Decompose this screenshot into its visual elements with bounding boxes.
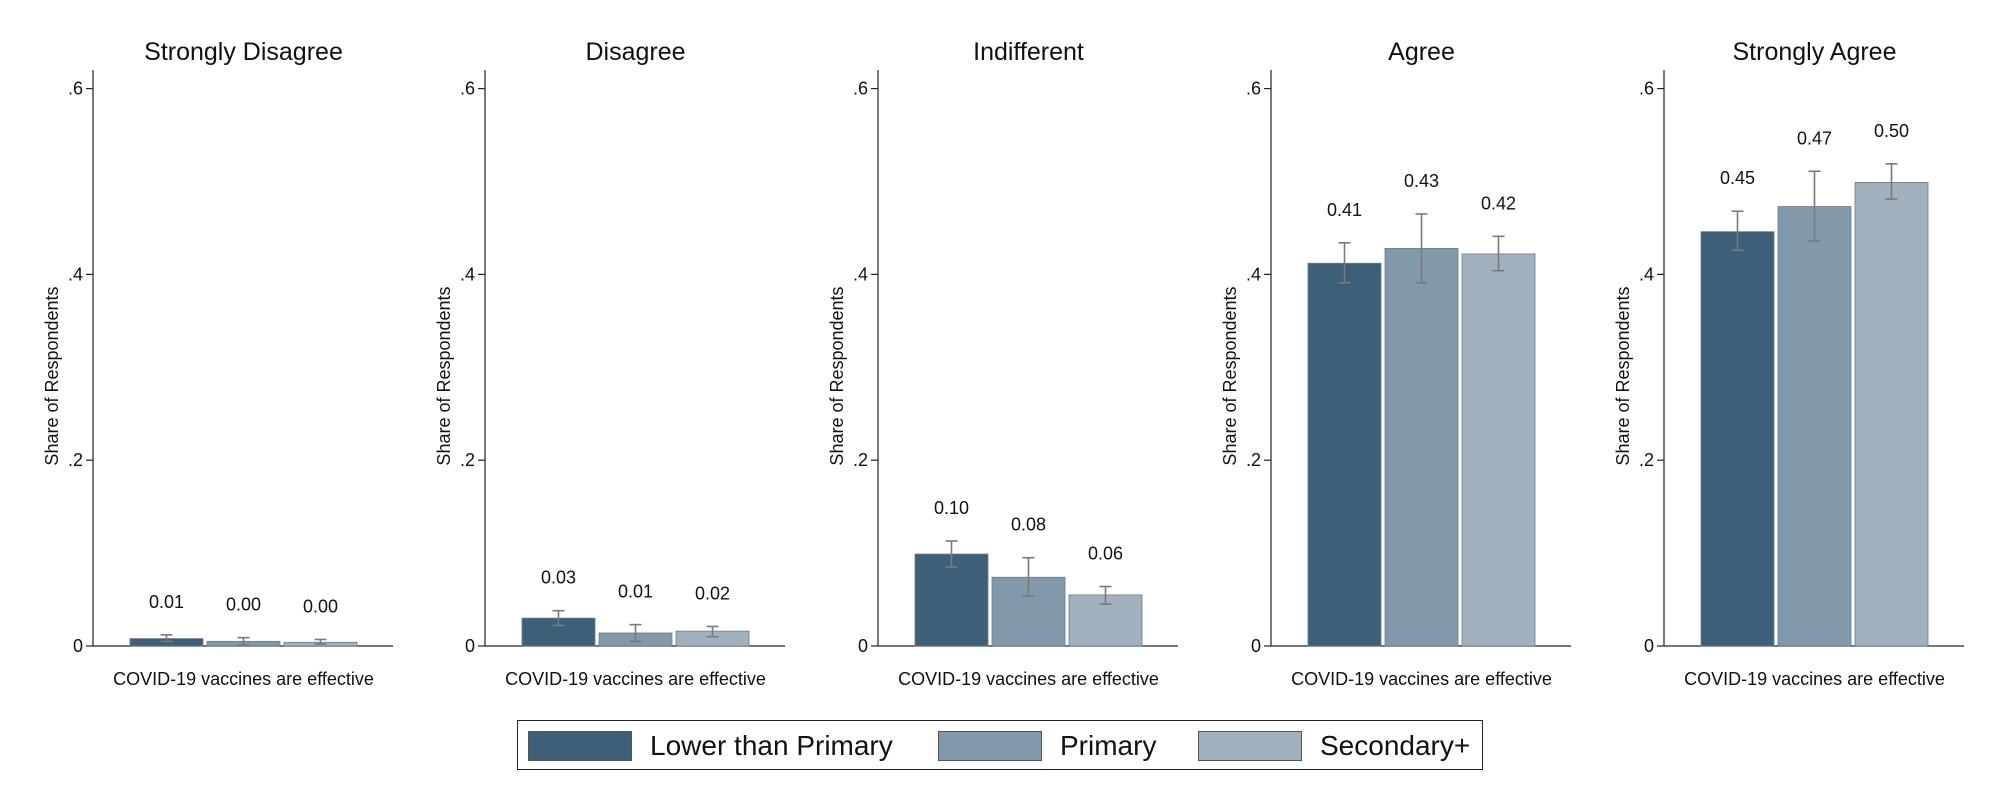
bar-agree-primary (1384, 247, 1459, 647)
data-label-strongly-agree-secondary: 0.50 (1874, 121, 1909, 141)
y-axis-label-disagree: Share of Respondents (434, 286, 454, 465)
legend-label-secondary-plus: Secondary+ (1320, 730, 1471, 761)
x-axis-label-strongly-disagree: COVID-19 vaccines are effective (113, 669, 374, 689)
legend: Lower than Primary Primary Secondary+ (517, 720, 1483, 770)
y-axis-label-strongly-disagree: Share of Respondents (42, 286, 62, 465)
data-label-disagree-lower-than-primary: 0.03 (541, 568, 576, 588)
y-tick-label-indifferent-0: 0 (858, 636, 868, 656)
x-axis-label-agree: COVID-19 vaccines are effective (1291, 669, 1552, 689)
y-axis-label-strongly-agree: Share of Respondents (1613, 286, 1633, 465)
data-label-agree-secondary: 0.42 (1481, 193, 1516, 213)
data-label-agree-primary: 0.43 (1404, 171, 1439, 191)
y-axis-label-agree: Share of Respondents (1220, 286, 1240, 465)
y-tick-label-agree-1: .2 (1246, 450, 1261, 470)
legend-label-primary: Primary (1060, 730, 1157, 761)
data-label-agree-lower-than-primary: 0.41 (1327, 200, 1362, 220)
y-tick-label-agree-2: .4 (1246, 264, 1261, 284)
bar-strongly-agree-lower-than-primary (1700, 231, 1775, 647)
data-label-disagree-secondary: 0.02 (695, 583, 730, 603)
data-label-indifferent-secondary: 0.06 (1088, 544, 1123, 564)
panel-title-agree: Agree (1388, 38, 1455, 66)
data-label-strongly-disagree-lower-than-primary: 0.01 (149, 592, 184, 612)
data-label-strongly-disagree-primary: 0.00 (226, 595, 261, 615)
panel-title-strongly-agree: Strongly Agree (1733, 38, 1897, 66)
y-tick-label-indifferent-2: .4 (853, 264, 868, 284)
y-tick-label-disagree-3: .6 (460, 79, 475, 99)
y-tick-label-strongly-agree-2: .4 (1639, 264, 1654, 284)
y-tick-label-strongly-agree-1: .2 (1639, 450, 1654, 470)
panel-title-disagree: Disagree (585, 38, 685, 66)
y-axis-label-indifferent: Share of Respondents (827, 286, 847, 465)
data-label-strongly-agree-primary: 0.47 (1797, 128, 1832, 148)
y-tick-label-indifferent-1: .2 (853, 450, 868, 470)
x-axis-label-strongly-agree: COVID-19 vaccines are effective (1684, 669, 1945, 689)
x-axis-label-indifferent: COVID-19 vaccines are effective (898, 669, 1159, 689)
y-tick-label-disagree-1: .2 (460, 450, 475, 470)
data-label-disagree-primary: 0.01 (618, 582, 653, 602)
legend-swatch-secondary-plus (1198, 731, 1302, 761)
panel-title-strongly-disagree: Strongly Disagree (144, 38, 343, 66)
bar-strongly-agree-primary (1777, 206, 1852, 647)
y-tick-label-strongly-disagree-3: .6 (68, 79, 83, 99)
data-label-strongly-agree-lower-than-primary: 0.45 (1720, 168, 1755, 188)
y-tick-label-agree-3: .6 (1246, 79, 1261, 99)
bar-indifferent-lower-than-primary (914, 553, 989, 647)
y-tick-label-indifferent-3: .6 (853, 79, 868, 99)
y-tick-label-strongly-agree-3: .6 (1639, 79, 1654, 99)
bar-agree-secondary (1461, 253, 1536, 647)
legend-item-secondary-plus: Secondary+ (1198, 730, 1470, 762)
legend-swatch-lower-than-primary (528, 731, 632, 761)
y-tick-label-strongly-agree-0: 0 (1644, 636, 1654, 656)
y-tick-label-agree-0: 0 (1251, 636, 1261, 656)
legend-swatch-primary (938, 731, 1042, 761)
data-label-indifferent-lower-than-primary: 0.10 (934, 498, 969, 518)
y-tick-label-disagree-0: 0 (465, 636, 475, 656)
y-tick-label-strongly-disagree-2: .4 (68, 264, 83, 284)
legend-label-lower-than-primary: Lower than Primary (650, 730, 893, 761)
data-label-indifferent-primary: 0.08 (1011, 515, 1046, 535)
panel-title-indifferent: Indifferent (973, 38, 1084, 66)
x-axis-label-disagree: COVID-19 vaccines are effective (505, 669, 766, 689)
legend-item-lower-than-primary: Lower than Primary (528, 730, 893, 762)
y-tick-label-strongly-disagree-1: .2 (68, 450, 83, 470)
bar-strongly-agree-secondary (1854, 182, 1929, 647)
y-tick-label-strongly-disagree-0: 0 (73, 636, 83, 656)
y-tick-label-disagree-2: .4 (460, 264, 475, 284)
data-label-strongly-disagree-secondary: 0.00 (303, 596, 338, 616)
legend-item-primary: Primary (938, 730, 1156, 762)
bar-agree-lower-than-primary (1307, 262, 1382, 647)
